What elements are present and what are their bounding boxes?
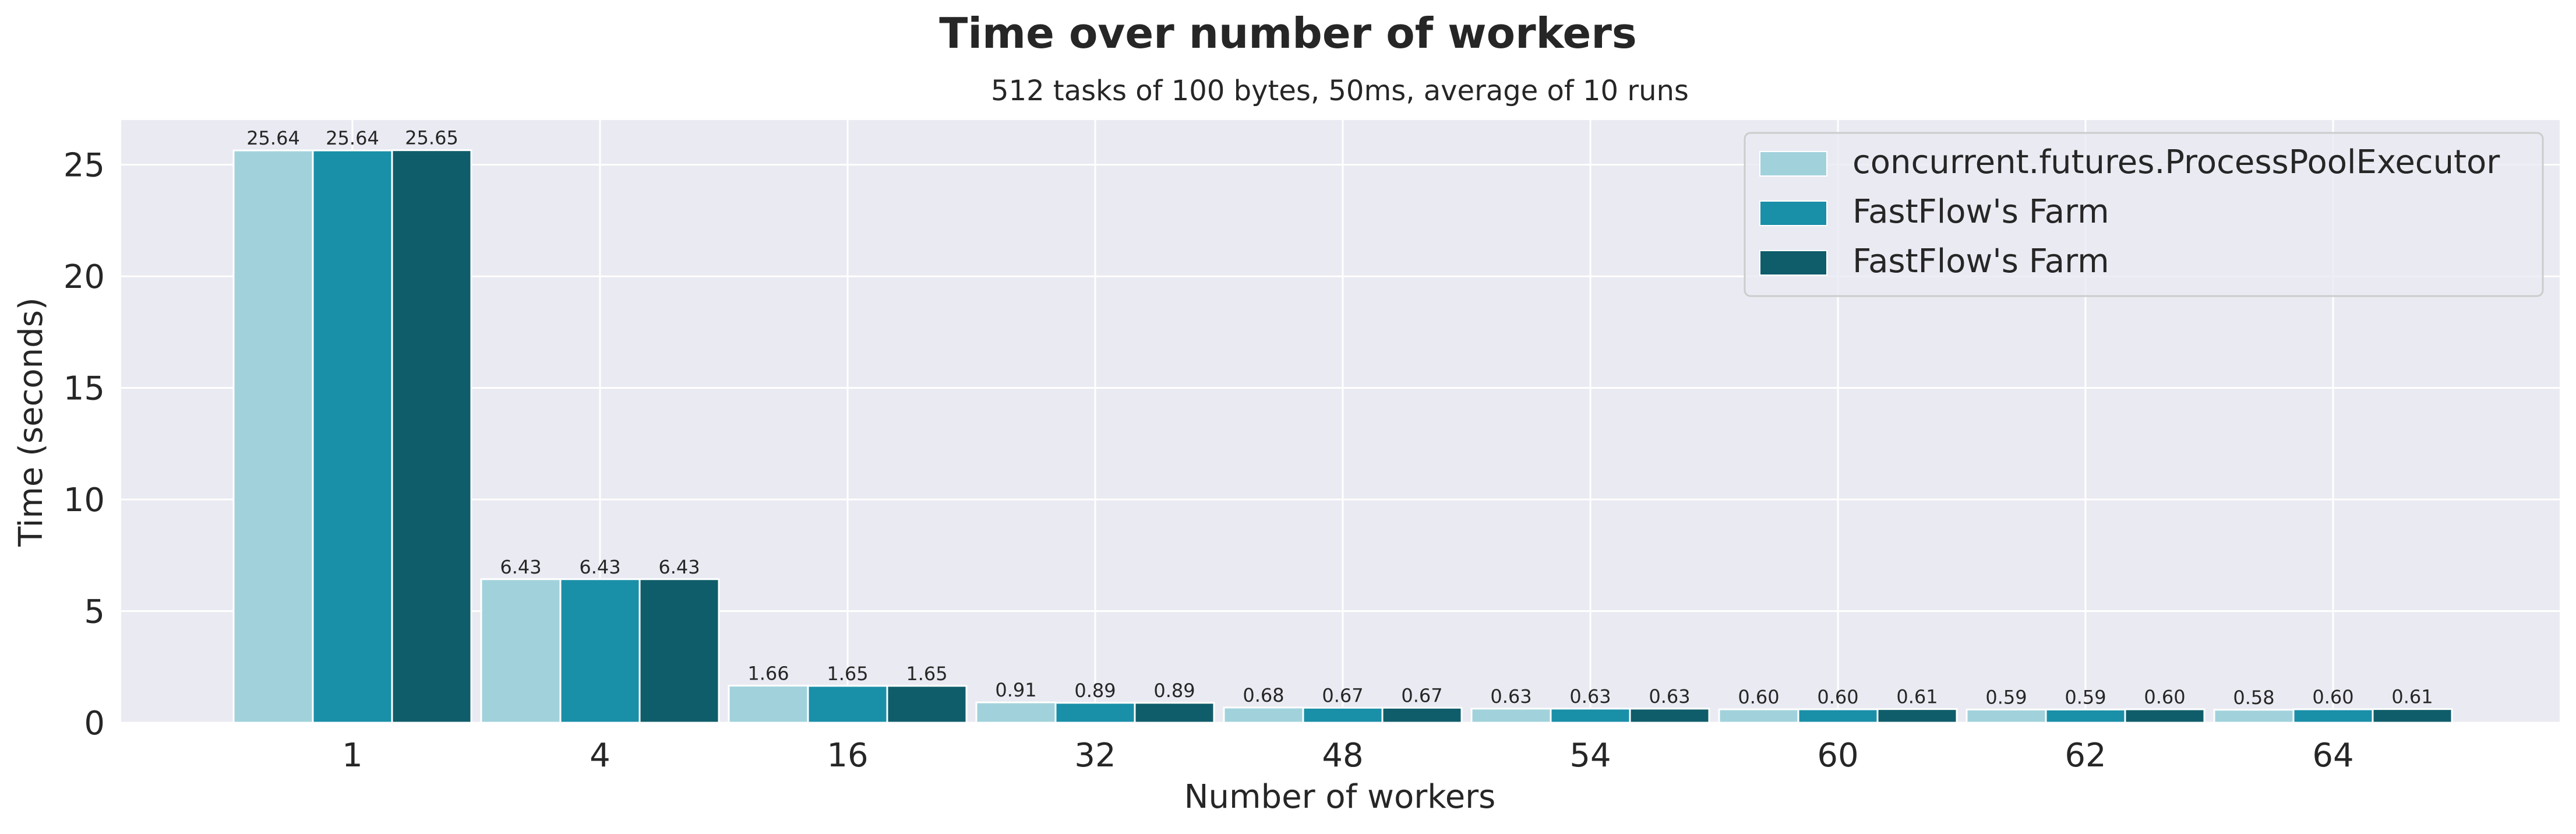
x-tick-label: 32 xyxy=(1074,737,1116,775)
bar-value-label: 25.65 xyxy=(405,127,458,149)
bar xyxy=(886,685,968,724)
bar-value-label: 0.63 xyxy=(1649,685,1690,708)
legend-swatch xyxy=(1759,200,1827,226)
bar-value-label: 0.59 xyxy=(2065,686,2106,708)
bar-value-label: 0.60 xyxy=(1738,686,1779,708)
bar xyxy=(728,684,809,724)
bar-value-label: 0.60 xyxy=(1817,686,1858,708)
bar xyxy=(2045,708,2126,724)
x-tick-label: 4 xyxy=(590,737,611,775)
legend: concurrent.futures.ProcessPoolExecutor Fa… xyxy=(1744,132,2544,297)
bar xyxy=(559,578,641,724)
legend-swatch xyxy=(1759,250,1827,276)
y-axis-ticks: 0 5 10 15 20 25 xyxy=(63,147,105,742)
bar xyxy=(1302,706,1384,724)
x-tick-label: 48 xyxy=(1322,737,1363,775)
bar xyxy=(1876,708,1958,724)
data-labels: 25.64 6.43 1.66 0.91 0.68 0.63 0.60 0.59 0.58 25.… xyxy=(246,127,2433,709)
legend-label: FastFlow's Farm xyxy=(1852,193,2109,231)
legend-label: concurrent.futures.ProcessPoolExecutor xyxy=(1852,143,2500,181)
bar xyxy=(975,701,1057,724)
grid xyxy=(121,120,2560,724)
bar-value-label: 0.68 xyxy=(1243,684,1284,706)
legend-box xyxy=(1744,132,2544,297)
bar-value-label: 0.67 xyxy=(1401,684,1442,706)
bar-value-label: 6.43 xyxy=(658,556,700,578)
y-tick-label: 10 xyxy=(63,481,105,519)
bar-value-label: 1.66 xyxy=(747,662,789,684)
bar-value-label: 0.89 xyxy=(1074,680,1116,702)
bar-value-label: 0.89 xyxy=(1153,680,1195,702)
bar-value-label: 0.60 xyxy=(2144,686,2185,708)
bar xyxy=(1718,708,1799,724)
bar xyxy=(807,685,888,724)
bar xyxy=(391,149,472,724)
y-tick-label: 5 xyxy=(84,593,105,631)
bar xyxy=(1797,708,1879,724)
bar-value-label: 0.63 xyxy=(1569,685,1611,708)
legend-swatch xyxy=(1759,151,1827,177)
x-tick-label: 64 xyxy=(2312,737,2353,775)
y-axis-label: Time (seconds) xyxy=(12,297,50,547)
bar-value-label: 6.43 xyxy=(500,556,541,578)
bar-value-label: 25.64 xyxy=(246,127,300,149)
bar-value-label: 1.65 xyxy=(827,663,868,685)
bar xyxy=(1965,708,2047,724)
bar xyxy=(232,149,314,724)
bar xyxy=(2372,708,2453,724)
bar-value-label: 6.43 xyxy=(579,556,620,578)
chart-title: Time over number of workers xyxy=(939,9,1637,58)
y-tick-label: 20 xyxy=(63,258,105,296)
bar xyxy=(1629,708,1710,724)
bar-value-label: 0.59 xyxy=(1985,686,2027,708)
y-tick-label: 25 xyxy=(63,147,105,185)
x-tick-label: 62 xyxy=(2065,737,2106,775)
bar-value-label: 0.91 xyxy=(995,679,1036,701)
bar xyxy=(1550,708,1631,724)
bar-value-label: 0.58 xyxy=(2233,687,2274,709)
bars xyxy=(232,149,2453,724)
x-tick-label: 16 xyxy=(827,737,868,775)
y-tick-label: 0 xyxy=(84,705,105,742)
bar xyxy=(2213,709,2295,724)
bar-value-label: 1.65 xyxy=(906,663,947,685)
x-axis-ticks: 1 4 16 32 48 54 60 62 64 xyxy=(342,737,2353,775)
bar-value-label: 0.61 xyxy=(1896,686,1938,708)
x-tick-label: 1 xyxy=(342,737,363,775)
legend-label: FastFlow's Farm xyxy=(1852,242,2109,280)
y-tick-label: 15 xyxy=(63,370,105,408)
bar xyxy=(1134,702,1215,724)
x-axis-label: Number of workers xyxy=(1184,778,1496,816)
bar-value-label: 0.61 xyxy=(2391,686,2433,708)
bar-value-label: 25.64 xyxy=(326,127,379,149)
bar xyxy=(2124,708,2206,724)
bar xyxy=(1054,702,1136,724)
x-tick-label: 54 xyxy=(1569,737,1611,775)
bar xyxy=(480,578,562,724)
chart-subtitle: 512 tasks of 100 bytes, 50ms, average of… xyxy=(991,75,1689,107)
bar xyxy=(638,578,720,724)
bar-value-label: 0.67 xyxy=(1322,684,1363,706)
bar xyxy=(1381,706,1463,724)
x-tick-label: 60 xyxy=(1817,737,1858,775)
bar xyxy=(312,149,393,724)
bar xyxy=(2292,708,2374,724)
bar xyxy=(1223,706,1304,724)
bar-value-label: 0.60 xyxy=(2312,686,2353,708)
bar xyxy=(1470,708,1552,724)
bar-value-label: 0.63 xyxy=(1490,685,1532,708)
